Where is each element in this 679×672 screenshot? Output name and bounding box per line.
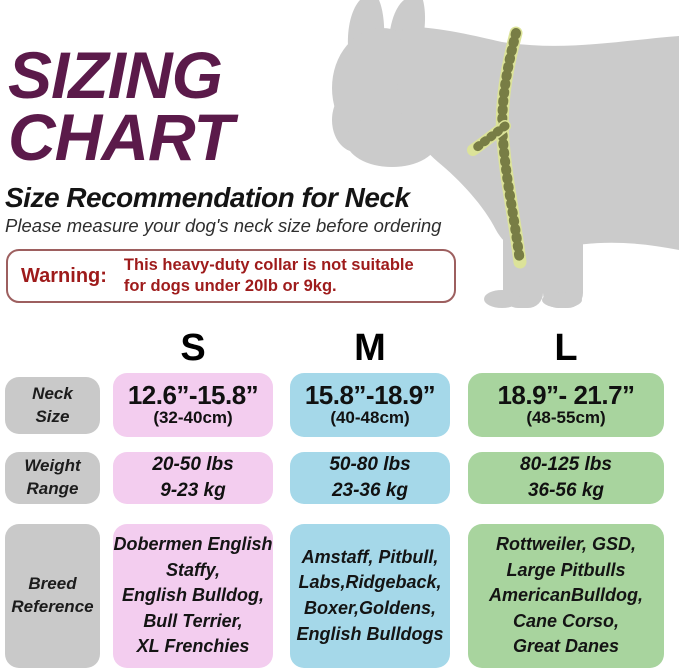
row-label-breed-reference: Breed Reference [5, 524, 100, 668]
cell-neck-size-s: 12.6”-15.8” (32-40cm) [113, 373, 273, 437]
column-header-m: M [354, 327, 386, 369]
warning-box: Warning: This heavy-duty collar is not s… [6, 249, 456, 303]
cell-weight-range-l: 80-125 lbs 36-56 kg [468, 452, 664, 504]
cell-breed-reference-m: Amstaff, Pitbull, Labs,Ridgeback, Boxer,… [290, 524, 450, 668]
breed-text-l: Rottweiler, GSD, Large Pitbulls American… [488, 534, 644, 657]
page-subtitle: Size Recommendation for Neck [5, 182, 410, 213]
cell-weight-range-m: 50-80 lbs 23-36 kg [290, 452, 450, 504]
weight-text-m: 50-80 lbs 23-36 kg [329, 454, 411, 501]
cell-weight-range-s: 20-50 lbs 9-23 kg [113, 452, 273, 504]
dog-silhouette-illustration [332, 0, 679, 308]
breed-text-s: Dobermen English Staffy, English Bulldog… [113, 534, 273, 657]
page-title: SIZING CHART [8, 38, 234, 175]
neck-inches-m: 15.8”-18.9” [304, 380, 436, 410]
cell-neck-size-l: 18.9”- 21.7” (48-55cm) [468, 373, 664, 437]
neck-cm-m: (40-48cm) [330, 408, 410, 428]
cell-neck-size-m: 15.8”-18.9” (40-48cm) [290, 373, 450, 437]
breed-text-m: Amstaff, Pitbull, Labs,Ridgeback, Boxer,… [296, 546, 444, 644]
neck-inches-l: 18.9”- 21.7” [497, 380, 635, 410]
row-label-neck-size: Neck Size [5, 377, 100, 434]
weight-text-s: 20-50 lbs 9-23 kg [152, 454, 234, 501]
weight-text-l: 80-125 lbs 36-56 kg [520, 454, 612, 501]
cell-breed-reference-s: Dobermen English Staffy, English Bulldog… [113, 524, 273, 668]
column-header-s: S [180, 327, 206, 369]
neck-inches-s: 12.6”-15.8” [127, 380, 259, 410]
measuring-tape [467, 26, 527, 269]
cell-breed-reference-l: Rottweiler, GSD, Large Pitbulls American… [468, 524, 664, 668]
neck-cm-l: (48-55cm) [526, 408, 606, 428]
column-header-l: L [554, 327, 578, 369]
warning-label: Warning: [21, 264, 107, 287]
neck-cm-s: (32-40cm) [153, 408, 233, 428]
measure-note: Please measure your dog's neck size befo… [5, 215, 442, 236]
row-label-weight-range: Weight Range [5, 452, 100, 504]
warning-message: This heavy-duty collar is not suitable f… [123, 256, 414, 295]
